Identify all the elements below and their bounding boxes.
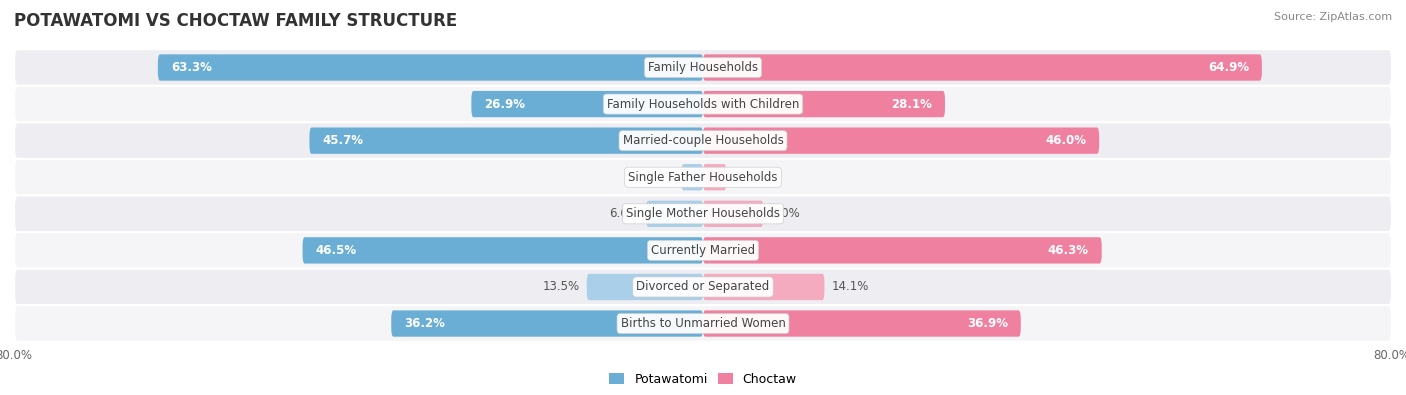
Text: 7.0%: 7.0% [770,207,800,220]
FancyBboxPatch shape [14,269,1392,305]
FancyBboxPatch shape [703,164,727,190]
Text: Married-couple Households: Married-couple Households [623,134,783,147]
Text: 6.6%: 6.6% [609,207,640,220]
Text: 46.3%: 46.3% [1047,244,1088,257]
Text: 28.1%: 28.1% [891,98,932,111]
FancyBboxPatch shape [14,49,1392,86]
FancyBboxPatch shape [703,91,945,117]
Text: 2.5%: 2.5% [645,171,675,184]
Text: 26.9%: 26.9% [484,98,526,111]
Text: 13.5%: 13.5% [543,280,579,293]
Text: 46.5%: 46.5% [315,244,357,257]
Text: Family Households with Children: Family Households with Children [607,98,799,111]
Text: Family Households: Family Households [648,61,758,74]
FancyBboxPatch shape [703,55,1263,81]
FancyBboxPatch shape [14,86,1392,122]
FancyBboxPatch shape [703,310,1021,337]
Text: POTAWATOMI VS CHOCTAW FAMILY STRUCTURE: POTAWATOMI VS CHOCTAW FAMILY STRUCTURE [14,12,457,30]
FancyBboxPatch shape [703,128,1099,154]
FancyBboxPatch shape [391,310,703,337]
FancyBboxPatch shape [14,196,1392,232]
FancyBboxPatch shape [309,128,703,154]
Text: 2.7%: 2.7% [733,171,763,184]
FancyBboxPatch shape [14,232,1392,269]
Text: Divorced or Separated: Divorced or Separated [637,280,769,293]
FancyBboxPatch shape [586,274,703,300]
FancyBboxPatch shape [14,305,1392,342]
FancyBboxPatch shape [703,237,1102,263]
FancyBboxPatch shape [157,55,703,81]
Legend: Potawatomi, Choctaw: Potawatomi, Choctaw [605,368,801,391]
FancyBboxPatch shape [14,159,1392,196]
FancyBboxPatch shape [302,237,703,263]
Text: Currently Married: Currently Married [651,244,755,257]
Text: 46.0%: 46.0% [1045,134,1087,147]
Text: Source: ZipAtlas.com: Source: ZipAtlas.com [1274,12,1392,22]
Text: 45.7%: 45.7% [322,134,363,147]
FancyBboxPatch shape [471,91,703,117]
Text: 36.9%: 36.9% [967,317,1008,330]
Text: 14.1%: 14.1% [831,280,869,293]
Text: 63.3%: 63.3% [170,61,212,74]
FancyBboxPatch shape [14,122,1392,159]
Text: Single Father Households: Single Father Households [628,171,778,184]
FancyBboxPatch shape [703,201,763,227]
FancyBboxPatch shape [682,164,703,190]
Text: Births to Unmarried Women: Births to Unmarried Women [620,317,786,330]
Text: Single Mother Households: Single Mother Households [626,207,780,220]
FancyBboxPatch shape [703,274,824,300]
Text: 64.9%: 64.9% [1208,61,1249,74]
Text: 36.2%: 36.2% [404,317,446,330]
FancyBboxPatch shape [647,201,703,227]
